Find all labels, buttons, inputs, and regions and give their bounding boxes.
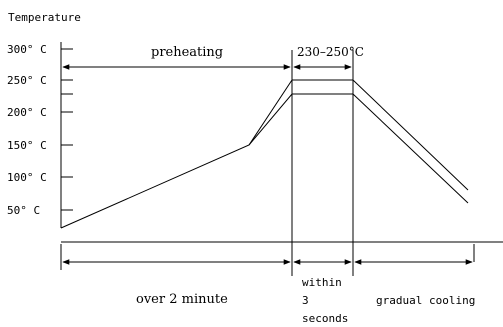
- preheating-label: preheating: [151, 45, 223, 60]
- y-tick-labels: 300° C 250° C 200° C 150° C 100° C 50° C: [7, 43, 47, 217]
- profile-lower-line: [248, 93, 469, 204]
- tick-300: 300° C: [7, 43, 47, 56]
- tick-200: 200° C: [7, 106, 47, 119]
- peak-time-label-3: seconds: [302, 312, 348, 325]
- y-tick-marks: [61, 48, 73, 211]
- peak-time-label-1: within: [302, 276, 342, 289]
- diagram-title: Temperature: [8, 11, 81, 24]
- peak-time-label-2: 3: [302, 294, 309, 307]
- tick-50: 50° C: [7, 204, 40, 217]
- tick-100: 100° C: [7, 171, 47, 184]
- profile-upper-line: [60, 79, 469, 229]
- preheat-time-label: over 2 minute: [136, 292, 228, 307]
- cooling-label: gradual cooling: [376, 294, 475, 307]
- tick-150: 150° C: [7, 139, 47, 152]
- peak-range-label: 230–250°C: [297, 45, 364, 59]
- tick-250: 250° C: [7, 74, 47, 87]
